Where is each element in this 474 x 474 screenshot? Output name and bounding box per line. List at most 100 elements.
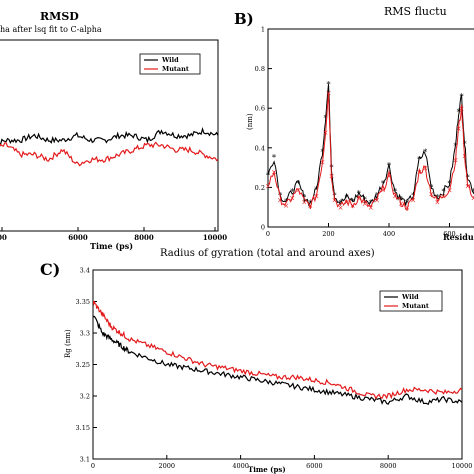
point-marker-mutant: × (456, 125, 462, 133)
point-marker-mutant: × (416, 169, 422, 177)
x-tick-label: 6000 (306, 462, 323, 470)
panel-b-label: B) (234, 10, 254, 28)
point-marker-mutant: × (332, 196, 338, 204)
point-marker-mutant: × (307, 202, 313, 210)
x-tick-label: 6000 (68, 233, 88, 242)
y-tick-label: 0.4 (255, 144, 265, 152)
panel-c-label: C) (40, 260, 60, 279)
x-tick-label: 8000 (134, 233, 154, 242)
point-marker-mutant: × (313, 192, 319, 200)
point-marker-mutant: × (329, 173, 335, 181)
point-marker-mutant: × (404, 204, 410, 212)
series-line-wild (0, 126, 218, 146)
y-tick-label: 0 (261, 224, 265, 232)
y-tick-label: 1 (261, 26, 265, 34)
point-marker-wild: * (290, 187, 294, 196)
y-tick-label: 3.4 (80, 267, 90, 275)
panel-c-rg: C) Radius of gyration (total and around … (40, 248, 472, 474)
panel-c-title: Radius of gyration (total and around axe… (160, 248, 375, 259)
point-marker-wild: * (472, 187, 474, 196)
y-tick-label: 3.25 (76, 361, 90, 369)
point-marker-mutant: × (447, 186, 453, 194)
point-marker-mutant: × (301, 198, 307, 206)
point-marker-mutant: × (386, 173, 392, 181)
panel-c-ylabel: Rg (nm) (64, 329, 72, 358)
point-marker-wild: * (323, 114, 327, 123)
y-tick-label: 3.1 (80, 456, 90, 464)
point-marker-mutant: × (471, 194, 474, 202)
x-tick-label: 400 (383, 230, 395, 238)
x-tick-label: 10000 (452, 462, 473, 470)
point-marker-wild: * (417, 156, 421, 165)
panel-a-xlabel: Time (ps) (90, 241, 133, 251)
point-marker-wild: * (429, 183, 433, 192)
point-marker-wild: * (369, 199, 373, 208)
y-tick-label: 0.8 (255, 65, 265, 73)
point-marker-mutant: × (422, 165, 428, 173)
point-marker-wild: * (327, 80, 331, 89)
point-marker-wild: * (466, 174, 470, 183)
point-marker-mutant: × (459, 105, 465, 113)
point-marker-wild: * (375, 191, 379, 200)
panel-a-subtitle: ha after lsq fit to C-alpha (0, 25, 102, 34)
x-tick-label: 600 (443, 230, 455, 238)
x-tick-label: 10000 (203, 233, 227, 242)
point-marker-mutant: × (283, 202, 289, 210)
y-tick-label: 3.35 (76, 298, 90, 306)
point-marker-wild: * (357, 189, 361, 198)
point-marker-wild: * (454, 142, 458, 151)
point-marker-wild: * (314, 185, 318, 194)
y-tick-label: 3.2 (80, 393, 90, 401)
point-marker-mutant: × (326, 89, 332, 97)
legend-label: Mutant (162, 65, 189, 73)
point-marker-wild: * (399, 195, 403, 204)
point-marker-mutant: × (295, 186, 301, 194)
y-tick-label: 0.6 (255, 105, 265, 113)
panel-b-title: RMS fluctu (384, 5, 447, 18)
point-marker-mutant: × (398, 200, 404, 208)
panel-a-title: RMSD (40, 10, 79, 23)
point-marker-mutant: × (428, 190, 434, 198)
point-marker-wild: * (320, 148, 324, 157)
point-marker-wild: * (296, 179, 300, 188)
point-marker-wild: * (463, 140, 467, 149)
legend-label: Wild (161, 56, 179, 64)
point-marker-wild: * (423, 148, 427, 157)
point-marker-wild: * (363, 195, 367, 204)
panel-b-rmsf: B) RMS fluctu (nm) 0 0.2 0.4 0.6 0.8 1 0 200 400… (234, 5, 474, 242)
panel-b-ylabel: (nm) (246, 113, 254, 130)
x-tick-label: 2000 (159, 462, 176, 470)
point-marker-mutant: × (462, 153, 468, 161)
y-tick-label: 3.15 (76, 424, 90, 432)
series-line-wild (93, 315, 462, 406)
point-marker-wild: * (457, 108, 461, 117)
x-tick-label: 00 (0, 233, 7, 242)
panel-b-xlabel: Residue (443, 232, 474, 242)
legend-label: Mutant (402, 302, 429, 310)
legend-label: Wild (401, 293, 419, 301)
x-tick-label: 0 (91, 462, 95, 470)
point-marker-mutant: × (441, 192, 447, 200)
point-marker-mutant: × (465, 182, 471, 190)
point-marker-mutant: × (350, 202, 356, 210)
point-marker-wild: * (441, 187, 445, 196)
x-tick-label: 200 (322, 230, 334, 238)
point-marker-wild: * (448, 179, 452, 188)
point-marker-mutant: × (374, 196, 380, 204)
point-marker-mutant: × (356, 194, 362, 202)
series-line-mutant (0, 141, 218, 167)
point-marker-mutant: × (434, 198, 440, 206)
point-marker-mutant: × (344, 198, 350, 206)
x-tick-label: 4000 (232, 462, 249, 470)
point-marker-mutant: × (320, 159, 326, 167)
point-marker-wild: * (308, 199, 312, 208)
series-line-mutant (268, 93, 474, 212)
point-marker-wild: * (266, 172, 270, 181)
x-tick-label: 8000 (380, 462, 397, 470)
x-tick-label: 0 (266, 230, 270, 238)
point-marker-mutant: × (410, 196, 416, 204)
point-marker-mutant: × (323, 129, 329, 137)
point-marker-wild: * (387, 162, 391, 171)
point-marker-wild: * (381, 179, 385, 188)
